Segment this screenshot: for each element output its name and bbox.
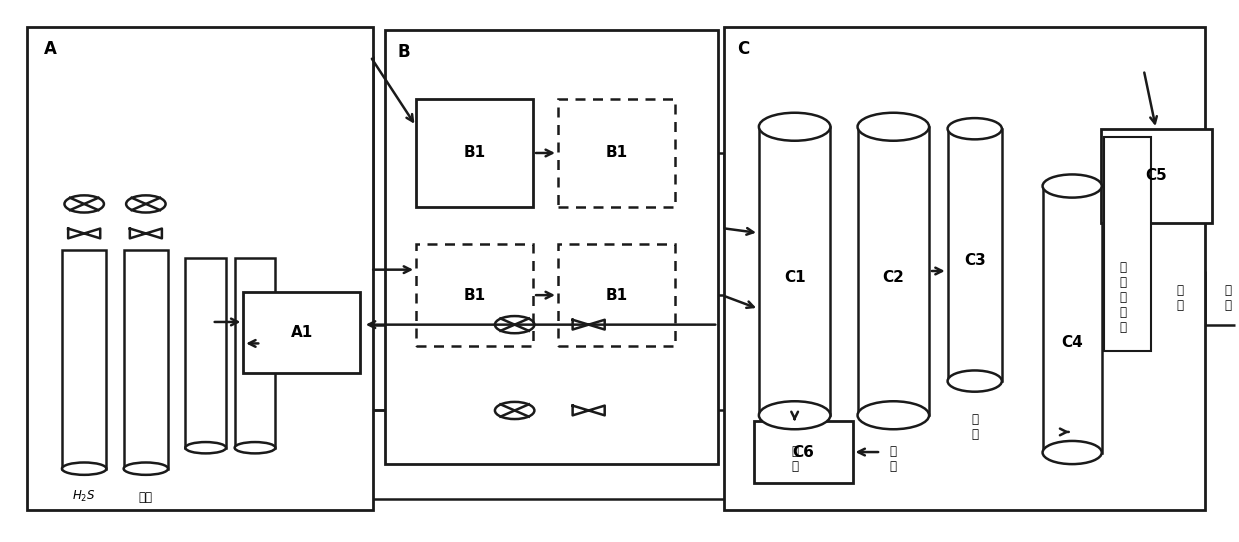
- Ellipse shape: [857, 401, 929, 429]
- Text: C6: C6: [793, 444, 814, 460]
- Bar: [27, 27, 373, 509]
- Text: 胺
液: 胺 液: [971, 413, 979, 441]
- Text: A1: A1: [291, 325, 313, 340]
- Bar: [948, 129, 1002, 381]
- Bar: [186, 257, 225, 448]
- Text: C1: C1: [784, 270, 805, 285]
- Text: 氮
气: 氮 气: [1176, 284, 1183, 312]
- Bar: [725, 27, 1206, 509]
- Text: B1: B1: [463, 145, 486, 160]
- Bar: [416, 99, 533, 207]
- Bar: [243, 293, 361, 373]
- Ellipse shape: [124, 462, 169, 475]
- Ellipse shape: [758, 401, 830, 429]
- Ellipse shape: [1042, 441, 1101, 464]
- Text: B1: B1: [606, 288, 627, 302]
- Bar: [234, 257, 275, 448]
- Bar: [1042, 186, 1101, 453]
- Text: B: B: [398, 43, 410, 61]
- Text: 解
吸
硫
化
氢: 解 吸 硫 化 氢: [1119, 261, 1126, 334]
- Bar: [558, 244, 675, 346]
- Bar: [755, 421, 852, 483]
- Text: B1: B1: [463, 288, 486, 302]
- Bar: [857, 127, 929, 415]
- Ellipse shape: [1042, 175, 1101, 198]
- Bar: [1100, 129, 1212, 223]
- Text: 液
硫: 液 硫: [792, 446, 798, 473]
- Text: C5: C5: [1145, 168, 1167, 183]
- Bar: [558, 99, 675, 207]
- Ellipse shape: [758, 113, 830, 141]
- Text: C4: C4: [1062, 335, 1083, 350]
- Text: $H_2S$: $H_2S$: [72, 489, 95, 505]
- Text: B1: B1: [606, 145, 627, 160]
- Bar: [62, 249, 107, 469]
- Ellipse shape: [62, 462, 107, 475]
- Text: C3: C3: [964, 253, 985, 268]
- Text: 固
硫: 固 硫: [890, 446, 897, 473]
- Bar: [124, 249, 169, 469]
- Text: 氢
气: 氢 气: [1224, 284, 1232, 312]
- Text: C2: C2: [882, 270, 904, 285]
- Text: A: A: [43, 40, 56, 59]
- Bar: [416, 244, 533, 346]
- Text: 氮气: 氮气: [139, 492, 152, 505]
- Bar: [1104, 137, 1151, 351]
- Ellipse shape: [948, 118, 1002, 139]
- Ellipse shape: [948, 370, 1002, 392]
- Bar: [385, 30, 719, 464]
- Ellipse shape: [857, 113, 929, 141]
- Text: C: C: [737, 40, 748, 59]
- Ellipse shape: [234, 442, 275, 454]
- Bar: [758, 127, 830, 415]
- Ellipse shape: [186, 442, 225, 454]
